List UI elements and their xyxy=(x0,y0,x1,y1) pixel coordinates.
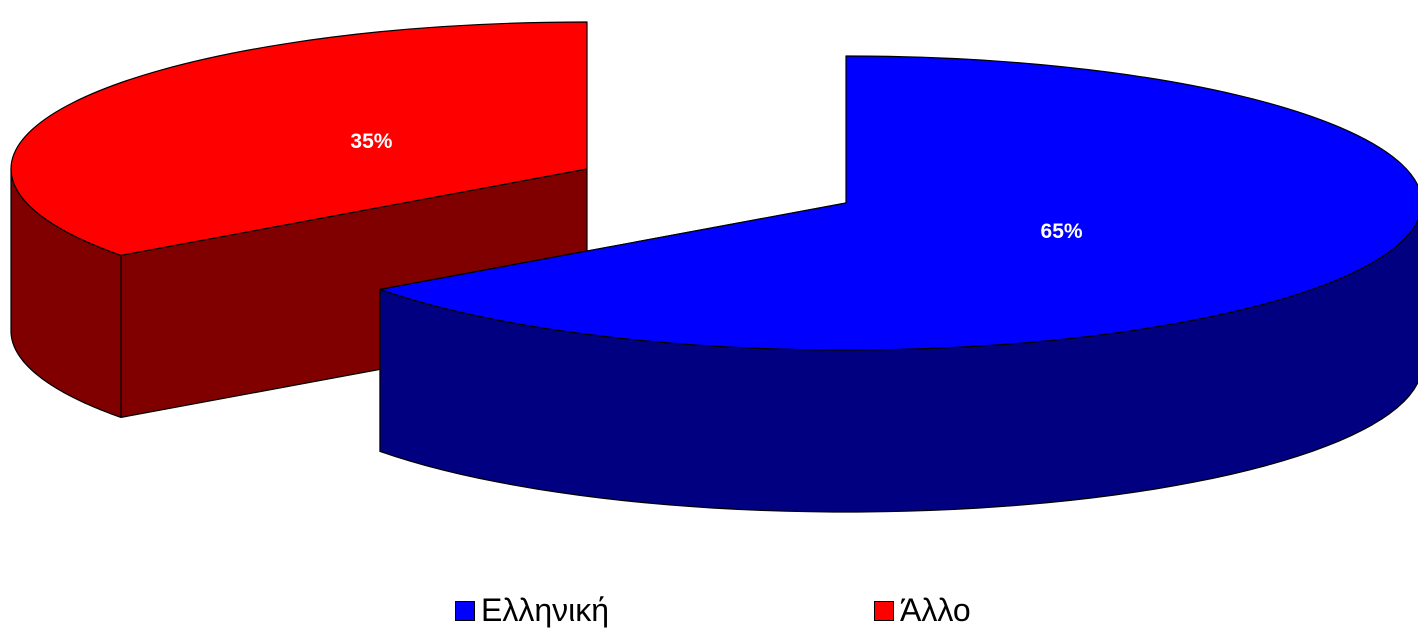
legend-swatch-other xyxy=(874,600,894,621)
data-label-other: 35% xyxy=(350,130,392,153)
legend-label-greek: Ελληνική xyxy=(481,592,610,628)
legend-swatch-greek xyxy=(455,600,475,621)
pie-slice-greek xyxy=(379,55,1418,513)
pie-top-other xyxy=(10,21,588,256)
pie-chart: 35% 65% xyxy=(10,21,1418,513)
legend-item-greek: Ελληνική xyxy=(455,592,609,629)
legend-item-other: Άλλο xyxy=(874,592,971,629)
pie-top-greek xyxy=(379,55,1418,351)
legend: Ελληνική Άλλο xyxy=(0,592,1418,628)
data-label-greek: 65% xyxy=(1041,220,1083,243)
pie-slice-other xyxy=(10,21,588,418)
legend-label-other: Άλλο xyxy=(900,592,971,628)
